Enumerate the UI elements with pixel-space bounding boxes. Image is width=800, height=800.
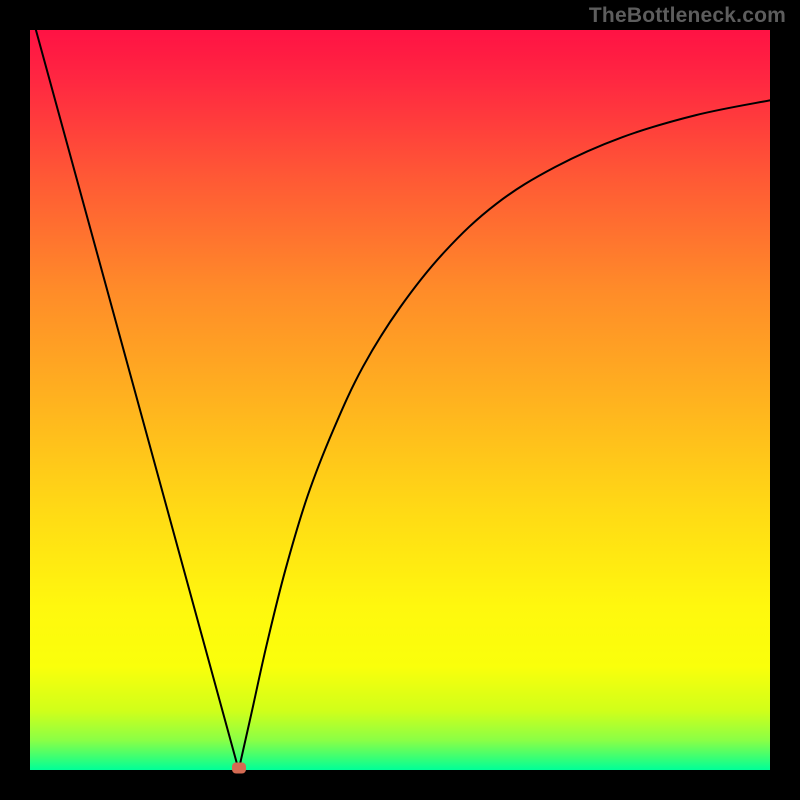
- chart-frame: TheBottleneck.com: [0, 0, 800, 800]
- optimum-marker: [232, 762, 246, 773]
- watermark-text: TheBottleneck.com: [589, 4, 786, 28]
- bottleneck-curve: [30, 30, 770, 770]
- plot-area: [30, 30, 770, 770]
